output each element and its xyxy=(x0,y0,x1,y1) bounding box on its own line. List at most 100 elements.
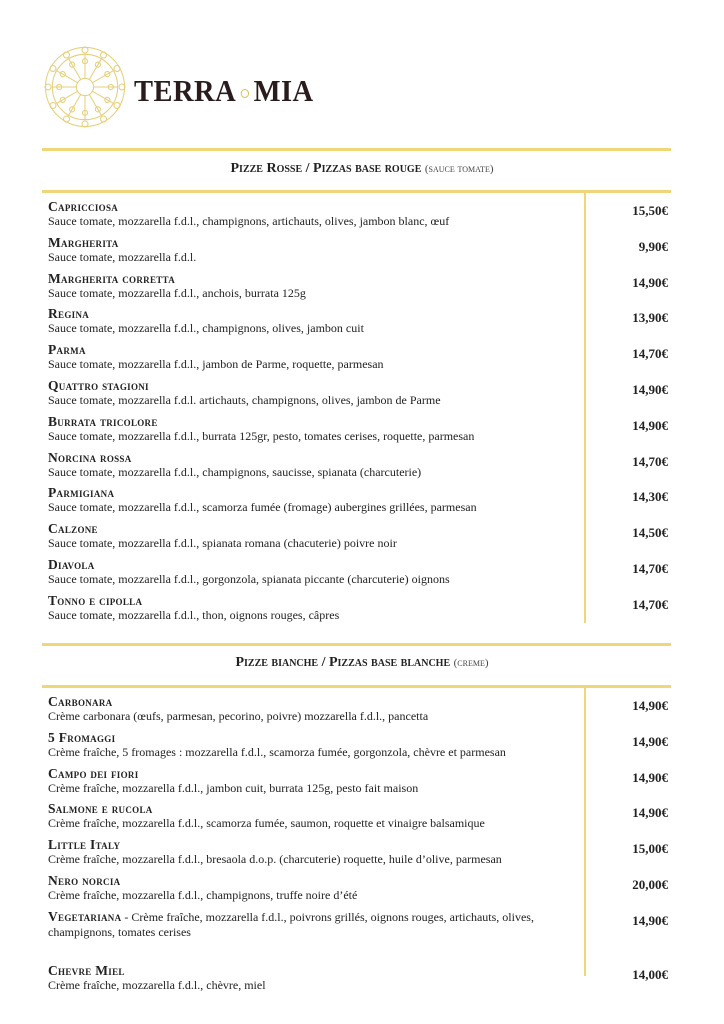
section-title-text: Pizze Rosse / Pizzas base rouge xyxy=(230,161,422,176)
menu-item: Norcina rossa Sauce tomate, mozzarella f.… xyxy=(48,450,668,486)
item-description: Crème fraîche, mozzarella f.d.l., jambon… xyxy=(48,780,419,795)
section-title-text: Pizze bianche / Pizzas base blanche xyxy=(235,655,451,670)
menu-item: Quattro stagioni Sauce tomate, mozzarella… xyxy=(48,378,668,414)
item-price: 14,90€ xyxy=(632,912,668,928)
item-name: Chevre Miel xyxy=(48,962,125,978)
brand-name: TERRA MIA xyxy=(134,73,314,109)
price-column-divider xyxy=(584,193,586,623)
item-description: Sauce tomate, mozzarella f.d.l., scamorz… xyxy=(48,500,477,515)
menu-item: Capricciosa Sauce tomate, mozzarella f.d.… xyxy=(48,199,668,235)
item-price: 15,00€ xyxy=(632,841,668,857)
menu-list-bianche: Carbonara Crème carbonara (œufs, parmesan… xyxy=(48,694,668,999)
section-subtitle: (creme) xyxy=(453,657,489,669)
section-title-rosse: Pizze Rosse / Pizzas base rouge (sauce t… xyxy=(0,161,724,177)
item-description: Sauce tomate, mozzarella f.d.l. xyxy=(48,249,197,264)
item-price: 14,50€ xyxy=(632,525,668,541)
brand-name-left: TERRA xyxy=(134,73,237,108)
item-name: Tonno e cipolla xyxy=(48,592,143,608)
menu-item: Little Italy Crème fraîche, mozzarella f.… xyxy=(48,837,668,873)
item-name: 5 Fromaggi xyxy=(48,729,116,745)
item-price: 14,70€ xyxy=(632,346,668,362)
item-price: 14,30€ xyxy=(632,489,668,505)
item-name: Salmone e rucola xyxy=(48,801,153,817)
item-description: Sauce tomate, mozzarella f.d.l., anchois… xyxy=(48,285,306,300)
item-description: - Crème fraîche, mozzarella f.d.l., poiv… xyxy=(48,909,534,939)
item-name: Capricciosa xyxy=(48,199,119,214)
item-name: Vegetariana xyxy=(48,908,122,924)
divider xyxy=(42,685,671,688)
menu-item: Campo dei fiori Crème fraîche, mozzarella… xyxy=(48,766,668,802)
divider xyxy=(42,148,671,151)
item-name: Nero norcia xyxy=(48,872,121,888)
item-name: Norcina rossa xyxy=(48,449,132,465)
menu-item: Nero norcia Crème fraîche, mozzarella f.d… xyxy=(48,873,668,909)
menu-item: Calzone Sauce tomate, mozzarella f.d.l., … xyxy=(48,521,668,557)
item-name: Campo dei fiori xyxy=(48,765,139,781)
item-name: Margherita corretta xyxy=(48,270,175,286)
item-name: Little Italy xyxy=(48,837,121,853)
item-description: Crème fraîche, mozzarella f.d.l., scamor… xyxy=(48,816,485,831)
item-description: Crème fraîche, 5 fromages : mozzarella f… xyxy=(48,744,506,759)
item-name: Diavola xyxy=(48,556,95,572)
menu-item: Margherita Sauce tomate, mozzarella f.d.l… xyxy=(48,235,668,271)
item-description: Crème fraîche, mozzarella f.d.l., champi… xyxy=(48,887,358,902)
brand-name-right: MIA xyxy=(253,73,314,108)
brand-dot-icon xyxy=(240,89,250,99)
item-price: 9,90€ xyxy=(638,238,668,254)
item-description: Sauce tomate, mozzarella f.d.l., gorgonz… xyxy=(48,571,450,586)
item-description: Sauce tomate, mozzarella f.d.l., champig… xyxy=(48,464,422,479)
menu-item: 5 Fromaggi Crème fraîche, 5 fromages : mo… xyxy=(48,730,668,766)
item-name: Quattro stagioni xyxy=(48,377,149,393)
menu-item: Carbonara Crème carbonara (œufs, parmesan… xyxy=(48,694,668,730)
section-title-bianche: Pizze bianche / Pizzas base blanche (cre… xyxy=(0,655,724,671)
item-price: 15,50€ xyxy=(632,203,668,218)
menu-item: Margherita corretta Sauce tomate, mozzare… xyxy=(48,271,668,307)
item-description: Crème fraîche, mozzarella f.d.l., bresao… xyxy=(48,852,502,867)
item-price: 14,90€ xyxy=(632,769,668,785)
menu-item: Salmone e rucola Crème fraîche, mozzarell… xyxy=(48,801,668,837)
divider xyxy=(42,190,671,193)
item-name: Regina xyxy=(48,306,90,322)
item-description: Sauce tomate, mozzarella f.d.l. artichau… xyxy=(48,392,441,407)
item-description: Crème fraîche, mozzarella f.d.l., chèvre… xyxy=(48,977,266,992)
menu-item: Vegetariana - Crème fraîche, mozzarella … xyxy=(48,909,668,963)
menu-item: Parma Sauce tomate, mozzarella f.d.l., ja… xyxy=(48,342,668,378)
item-price: 13,90€ xyxy=(632,310,668,326)
item-description: Sauce tomate, mozzarella f.d.l., spianat… xyxy=(48,536,397,551)
item-description: Sauce tomate, mozzarella f.d.l., champig… xyxy=(48,214,450,228)
menu-item: Tonno e cipolla Sauce tomate, mozzarella … xyxy=(48,593,668,629)
item-description: Sauce tomate, mozzarella f.d.l., thon, o… xyxy=(48,607,340,622)
item-price: 14,90€ xyxy=(632,805,668,821)
item-price: 14,00€ xyxy=(632,966,668,982)
price-column-divider xyxy=(584,688,586,976)
menu-item: Chevre Miel Crème fraîche, mozzarella f.d… xyxy=(48,963,668,999)
item-price: 14,90€ xyxy=(632,417,668,433)
item-price: 14,70€ xyxy=(632,453,668,469)
item-name: Carbonara xyxy=(48,694,113,709)
section-subtitle: (sauce tomate) xyxy=(424,163,494,175)
item-description: Sauce tomate, mozzarella f.d.l., champig… xyxy=(48,321,364,336)
item-name: Margherita xyxy=(48,234,119,250)
menu-item: Diavola Sauce tomate, mozzarella f.d.l., … xyxy=(48,557,668,593)
menu-item: Parmigiana Sauce tomate, mozzarella f.d.l… xyxy=(48,485,668,521)
item-description: Sauce tomate, mozzarella f.d.l., burrata… xyxy=(48,428,475,443)
item-name: Parma xyxy=(48,342,86,358)
item-price: 14,70€ xyxy=(632,596,668,612)
item-price: 14,90€ xyxy=(632,381,668,397)
menu-item: Regina Sauce tomate, mozzarella f.d.l., c… xyxy=(48,306,668,342)
item-text: Vegetariana - Crème fraîche, mozzarella … xyxy=(48,909,583,940)
menu-item: Burrata tricolore Sauce tomate, mozzarell… xyxy=(48,414,668,450)
item-price: 14,70€ xyxy=(632,560,668,576)
item-price: 14,90€ xyxy=(632,274,668,290)
rose-window-logo-icon xyxy=(44,46,126,128)
item-price: 14,90€ xyxy=(632,733,668,749)
item-description: Sauce tomate, mozzarella f.d.l., jambon … xyxy=(48,357,384,372)
item-name: Parmigiana xyxy=(48,485,115,501)
item-name: Burrata tricolore xyxy=(48,413,158,429)
item-price: 14,90€ xyxy=(632,698,668,713)
item-description: Crème carbonara (œufs, parmesan, pecorin… xyxy=(48,709,429,723)
item-price: 20,00€ xyxy=(632,876,668,892)
divider xyxy=(42,643,671,646)
item-name: Calzone xyxy=(48,521,98,537)
menu-list-rosse: Capricciosa Sauce tomate, mozzarella f.d.… xyxy=(48,199,668,629)
